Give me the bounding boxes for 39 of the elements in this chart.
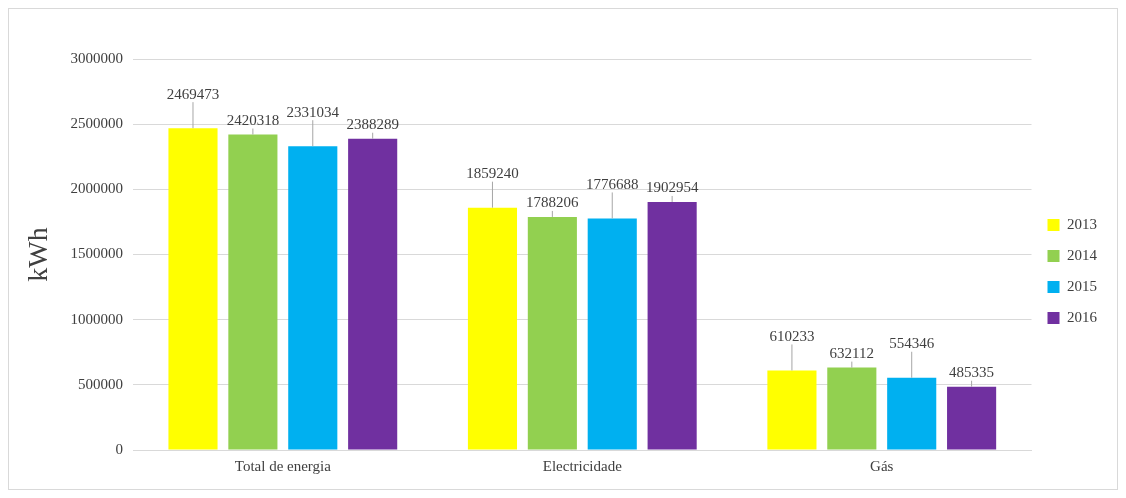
bar (647, 201, 697, 450)
data-label: 632112 (829, 345, 875, 362)
y-tick-label: 2500000 (70, 115, 124, 132)
y-tick-label: 0 (115, 440, 124, 457)
data-label: 2420318 (226, 111, 280, 128)
data-label: 1859240 (466, 165, 519, 182)
x-tick-label: Electricidade (542, 457, 623, 474)
y-tick-label: 3000000 (70, 49, 124, 66)
legend-label: 2016 (1067, 308, 1098, 325)
bar (168, 128, 218, 450)
y-tick-label: 1500000 (70, 245, 124, 262)
bar (467, 207, 518, 450)
data-label: 2331034 (286, 103, 340, 120)
bar (947, 386, 997, 450)
bar (827, 367, 877, 450)
bar (228, 134, 278, 450)
bar (887, 377, 937, 450)
x-tick-label: Gás (870, 457, 894, 474)
data-label: 2388289 (346, 116, 399, 133)
legend-label: 2013 (1067, 215, 1097, 232)
legend-label: 2014 (1067, 246, 1098, 263)
y-tick-label: 2000000 (70, 180, 124, 197)
y-tick-label: 500000 (78, 375, 124, 392)
data-label: 1788206 (526, 194, 580, 211)
data-label: 554346 (889, 335, 935, 352)
bar (587, 218, 637, 450)
x-tick-label: Total de energia (234, 457, 332, 474)
bar (527, 216, 577, 450)
bar (348, 138, 398, 450)
data-label: 610233 (769, 327, 815, 344)
data-label: 1776688 (586, 175, 639, 192)
bar (767, 370, 817, 450)
y-tick-label: 1000000 (70, 310, 124, 327)
legend-label: 2015 (1067, 277, 1097, 294)
bar (288, 146, 338, 450)
y-axis-title: kWh (22, 227, 54, 282)
data-label: 2469473 (166, 85, 220, 102)
data-label: 485335 (949, 364, 995, 381)
data-label: 1902954 (645, 179, 699, 196)
